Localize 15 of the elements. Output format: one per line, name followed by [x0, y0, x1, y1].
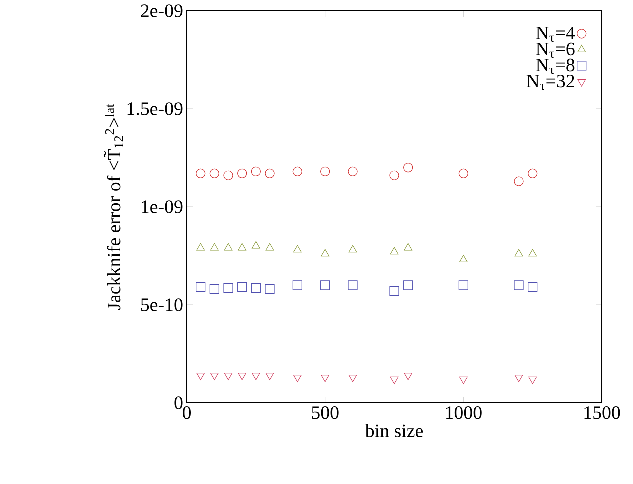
y-tick-label: 0	[174, 396, 183, 410]
legend-label: N$_{τ}$=32	[526, 74, 574, 90]
legend-label: N$_{τ}$=8	[536, 58, 575, 74]
x-tick-label: 0	[182, 406, 192, 420]
x-tick-label: 1000	[446, 406, 482, 420]
y-tick-label: 1e-09	[142, 200, 183, 214]
legend-label: N$_{τ}$=4	[536, 26, 576, 42]
y-tick-label: 5e-10	[141, 298, 183, 312]
y-tick-label: 2e-09	[141, 4, 183, 18]
x-tick-label: 1500	[584, 406, 620, 420]
x-tick-label: 500	[312, 406, 339, 420]
y-tick-label: 1.5e-09	[128, 102, 183, 116]
y-axis-title: Jackknife error of <T̃$_{12}$$^{2}$>$^{lat}$	[104, 104, 124, 310]
legend-label: N$_{τ}$=6	[536, 42, 575, 58]
x-axis-title: bin size	[365, 424, 424, 438]
